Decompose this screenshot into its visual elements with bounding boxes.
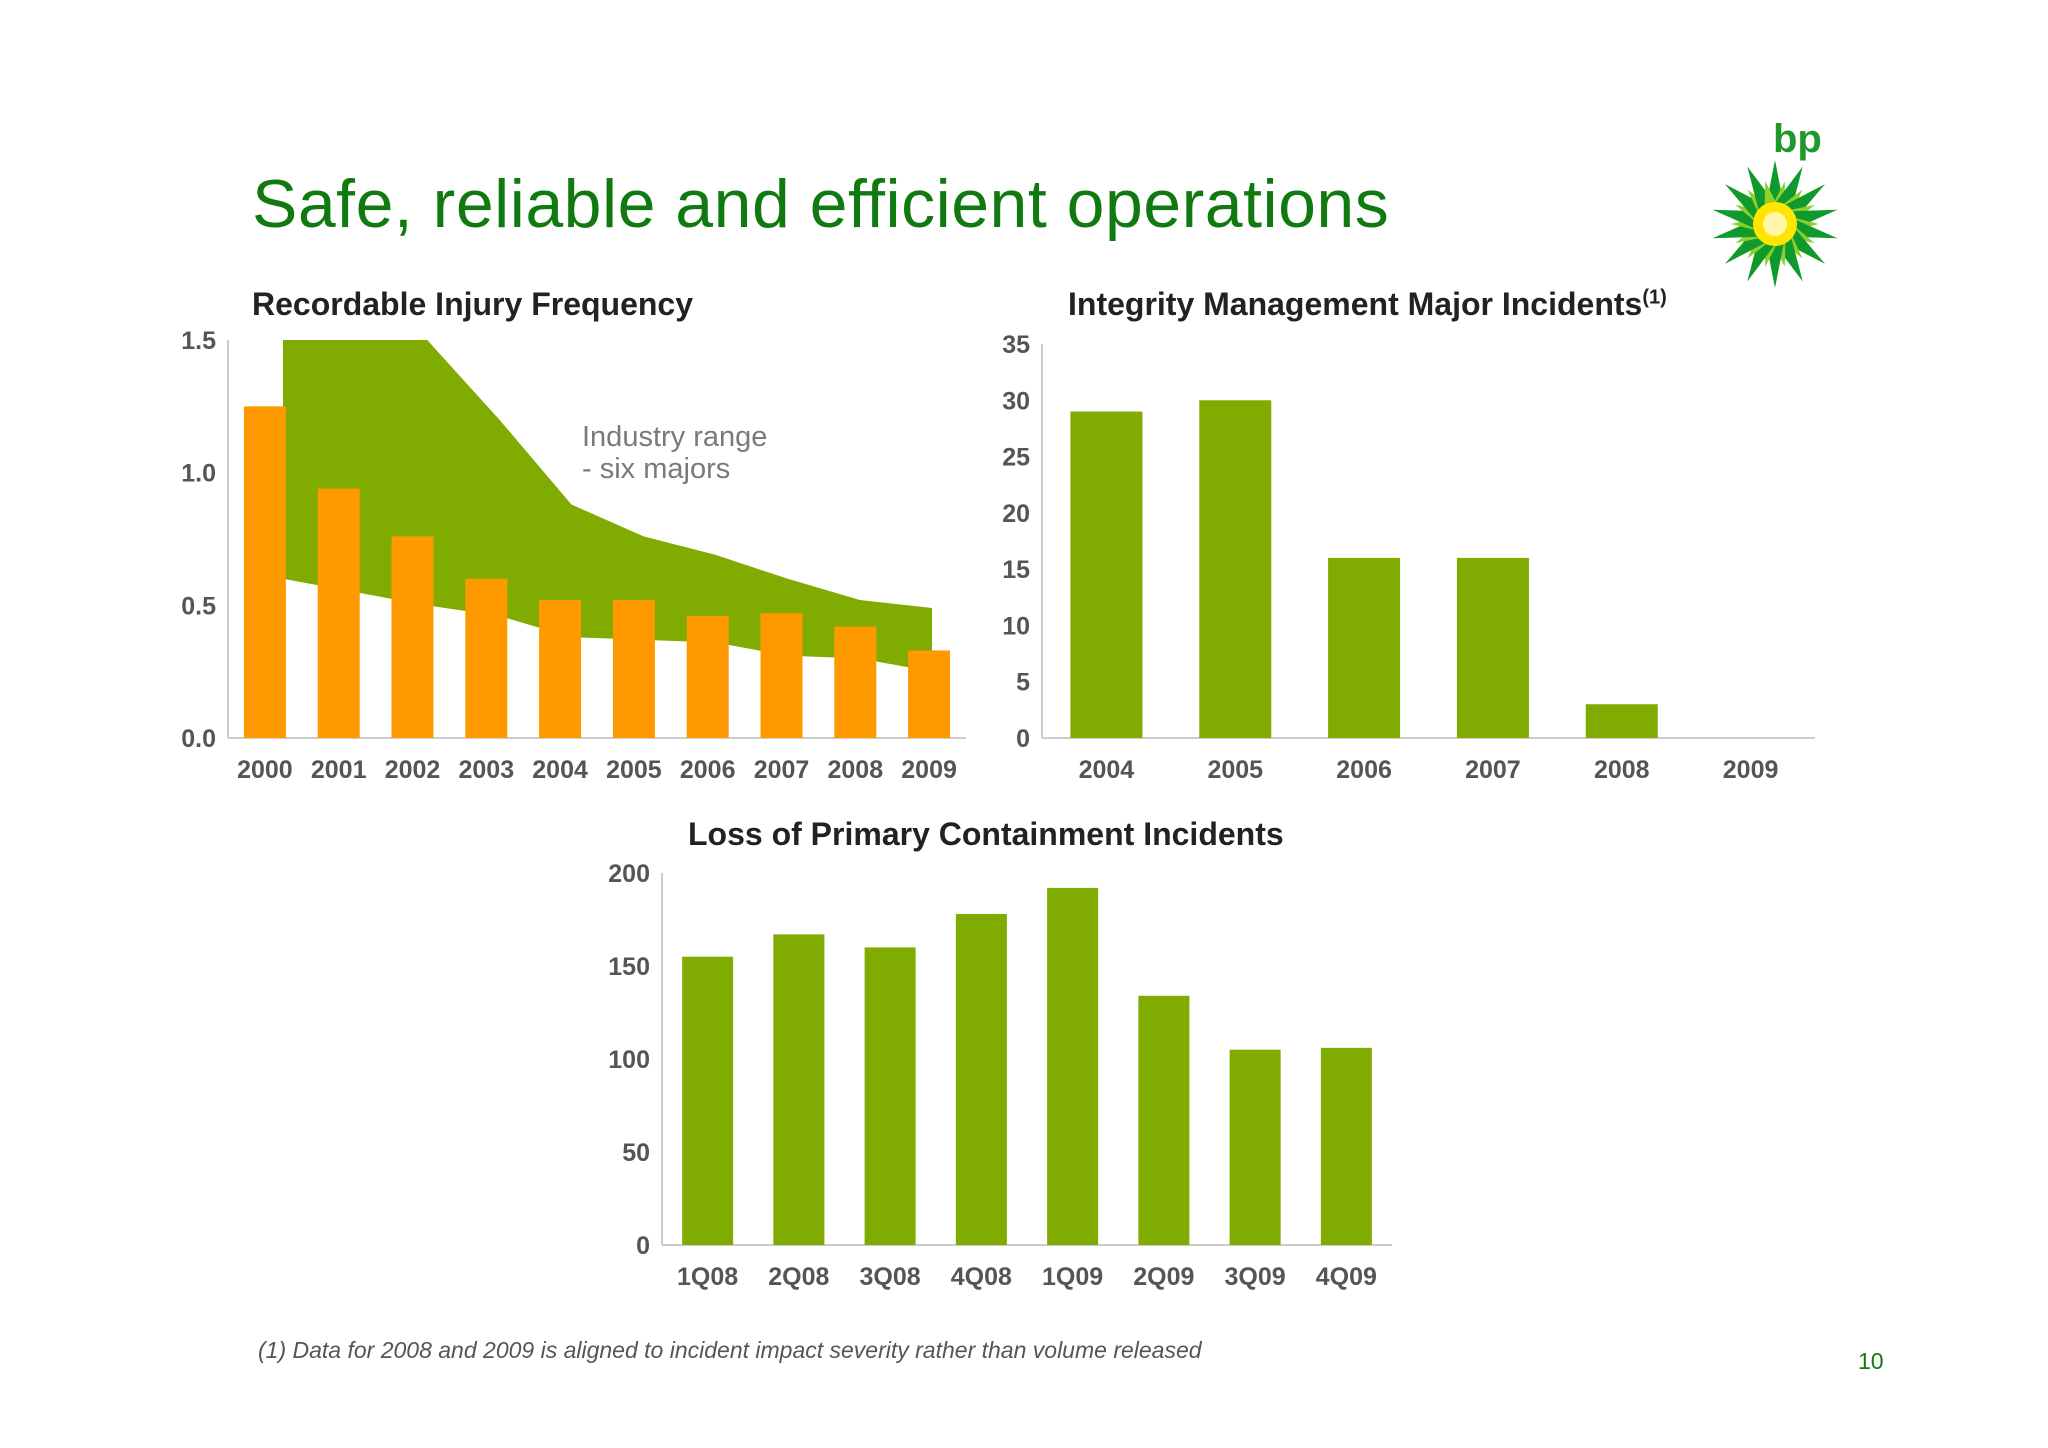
x-tick-label: 1Q08 (677, 1263, 738, 1291)
bp-logo-text: bp (1773, 118, 1822, 161)
y-tick-label: 0.5 (181, 592, 216, 620)
bar-2008 (1585, 704, 1658, 738)
bar-2007 (1456, 557, 1529, 738)
logo-petal-outer (1747, 236, 1776, 282)
x-tick-label: 3Q08 (860, 1263, 921, 1291)
y-tick-label: 30 (1002, 387, 1030, 415)
bar-2006 (1328, 557, 1401, 738)
logo-petal-outer (1724, 184, 1767, 220)
x-tick-label: 2005 (1207, 756, 1263, 784)
x-tick-label: 2006 (1336, 756, 1392, 784)
x-tick-label: 4Q08 (951, 1263, 1012, 1291)
bar-2005 (612, 600, 655, 738)
bar-2002 (391, 536, 434, 738)
bar-2001 (317, 488, 360, 738)
x-tick-label: 2004 (1079, 756, 1135, 784)
chart-rif: 0.0 0.5 1.0 1.5 2000 2001 2002 2003 2004 2005 2006… (181, 327, 966, 784)
y-tick-label: 20 (1002, 500, 1030, 528)
x-tick-label: 2006 (680, 756, 736, 784)
bar-2007 (760, 613, 803, 738)
x-tick-label: 2Q08 (768, 1263, 829, 1291)
x-tick-label: 2002 (385, 756, 441, 784)
y-tick-label: 50 (622, 1139, 650, 1167)
y-tick-label: 100 (608, 1046, 650, 1074)
x-tick-label: 2003 (458, 756, 514, 784)
x-tick-label: 2004 (532, 756, 588, 784)
page-number: 10 (1858, 1348, 1884, 1374)
bar-2009 (908, 650, 951, 738)
slide-title: Safe, reliable and efficient operations (252, 166, 1390, 242)
x-tick-label: 4Q09 (1316, 1263, 1377, 1291)
bar-2008 (834, 626, 877, 738)
bar-1Q09 (1047, 887, 1099, 1245)
bar-2Q09 (1138, 995, 1190, 1245)
chart-title-lopc: Loss of Primary Containment Incidents (688, 816, 1284, 852)
x-tick-label: 2005 (606, 756, 662, 784)
x-tick-label: 2008 (1594, 756, 1650, 784)
industry-range-band (283, 340, 932, 672)
bar-2006 (686, 615, 729, 738)
x-tick-label: 2Q09 (1133, 1263, 1194, 1291)
band-label-line2: - six majors (582, 453, 730, 485)
chart-title-imm: Integrity Management Major Incidents(1) (1068, 286, 1667, 323)
y-tick-label: 0.0 (181, 725, 216, 753)
bar-2Q08 (773, 934, 825, 1245)
x-tick-label: 2000 (237, 756, 293, 784)
chart-imm: 0 5 10 15 20 25 30 35 2004 2005 2006 2007 2008 2009 (1002, 331, 1815, 784)
chart-title-imm-sup: (1) (1642, 286, 1667, 309)
bar-2004 (1070, 411, 1143, 738)
bar-2005 (1199, 400, 1272, 738)
y-tick-label: 150 (608, 953, 650, 981)
chart-lopc: 0 50 100 150 200 1Q08 2Q08 3Q08 4Q08 1Q09 2Q09 3Q09… (608, 860, 1392, 1291)
x-tick-label: 2008 (827, 756, 883, 784)
bar-4Q08 (955, 913, 1007, 1245)
bar-4Q09 (1320, 1047, 1372, 1245)
bar-1Q08 (682, 956, 734, 1245)
logo-petal-outer (1783, 228, 1826, 264)
bar-3Q09 (1229, 1049, 1281, 1245)
y-tick-label: 1.5 (181, 327, 216, 355)
y-tick-label: 15 (1002, 556, 1030, 584)
y-tick-label: 0 (1016, 725, 1030, 753)
chart-title-rif: Recordable Injury Frequency (252, 286, 694, 322)
x-tick-label: 2001 (311, 756, 367, 784)
y-tick-label: 10 (1002, 612, 1030, 640)
logo-petal-outer (1774, 166, 1803, 212)
y-tick-label: 1.0 (181, 460, 216, 488)
bar-2000 (243, 406, 286, 738)
bp-logo: bp (1705, 117, 1845, 288)
bar-2003 (465, 578, 508, 738)
y-tick-label: 200 (608, 860, 650, 888)
x-tick-label: 3Q09 (1225, 1263, 1286, 1291)
x-tick-label: 2007 (754, 756, 810, 784)
x-tick-label: 2007 (1465, 756, 1521, 784)
y-tick-label: 25 (1002, 444, 1030, 472)
bp-helios-icon: bp (1712, 117, 1838, 288)
bar-2004 (539, 600, 582, 738)
bar-3Q08 (864, 947, 916, 1245)
y-tick-label: 0 (636, 1232, 650, 1260)
x-tick-label: 2009 (1723, 756, 1779, 784)
y-tick-label: 5 (1016, 669, 1030, 697)
y-tick-label: 35 (1002, 331, 1030, 359)
band-label-line1: Industry range (582, 421, 767, 453)
footnote: (1) Data for 2008 and 2009 is aligned to… (258, 1337, 1202, 1363)
x-tick-label: 2009 (901, 756, 957, 784)
chart-title-imm-text: Integrity Management Major Incidents (1068, 286, 1643, 322)
x-tick-label: 1Q09 (1042, 1263, 1103, 1291)
